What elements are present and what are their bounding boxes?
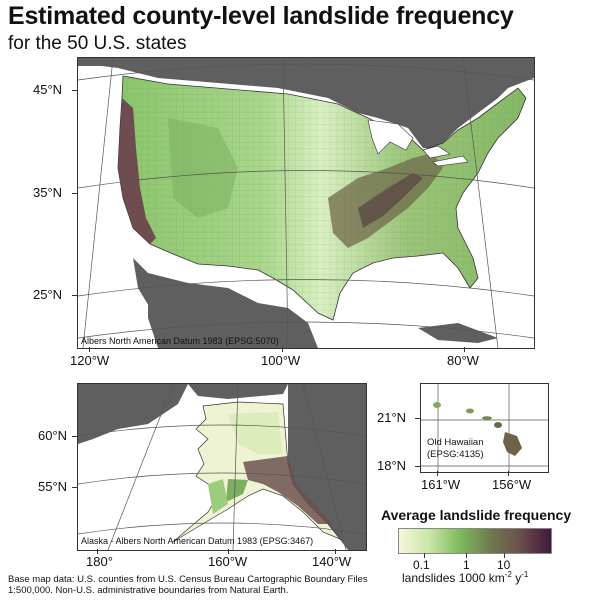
alaska-map-panel: Alaska - Albers North American Datum 198… bbox=[77, 383, 367, 551]
conus-lat-tick bbox=[72, 295, 77, 296]
canada-land bbox=[78, 58, 534, 148]
conus-projection-label: Albers North American Datum 1983 (EPSG:5… bbox=[81, 336, 279, 346]
hawaii-lat-tick bbox=[415, 418, 420, 419]
alaska-lon-tick bbox=[228, 549, 229, 554]
hawaii-lat-21: 21°N bbox=[377, 410, 407, 425]
conus-lat-25: 25°N bbox=[33, 287, 63, 302]
conus-lon-tick bbox=[89, 347, 90, 352]
alaska-map bbox=[78, 384, 366, 550]
oahu-island bbox=[466, 408, 474, 414]
alaska-lon-tick bbox=[335, 549, 336, 554]
great-lakes bbox=[367, 119, 469, 167]
pacific-coast-high bbox=[118, 98, 156, 244]
hawaii-map bbox=[421, 384, 548, 472]
graticule bbox=[421, 384, 548, 472]
legend-tick-10: 10 bbox=[497, 558, 511, 572]
maui-island bbox=[494, 422, 502, 428]
alaska-south-mid bbox=[226, 479, 248, 502]
hawaii-lat-18: 18°N bbox=[377, 458, 407, 473]
hawaii-lon-tick bbox=[508, 471, 509, 476]
cuba-land bbox=[418, 323, 498, 343]
kauai-island bbox=[433, 402, 441, 408]
conus-lat-45: 45°N bbox=[33, 82, 63, 97]
legend-tick-1: 1 bbox=[463, 558, 470, 572]
legend-tick-mark bbox=[504, 553, 505, 558]
molokai-island bbox=[482, 416, 492, 420]
hawaii-lon-tick bbox=[437, 471, 438, 476]
hawaii-map-panel: Old Hawaiian (EPSG:4135) bbox=[420, 383, 549, 473]
legend-tick-0.1: 0.1 bbox=[413, 558, 430, 572]
conus-map bbox=[78, 58, 534, 348]
hawaii-projection-label-1: Old Hawaiian bbox=[427, 437, 484, 448]
baja-land bbox=[133, 258, 178, 338]
conus-lat-tick bbox=[72, 193, 77, 194]
base-map-credit: Base map data: U.S. counties from U.S. C… bbox=[8, 574, 368, 596]
legend-tick-mark bbox=[466, 553, 467, 558]
russia-land bbox=[78, 384, 188, 444]
north-land-top bbox=[78, 58, 534, 66]
hawaii-projection-label-2: (EPSG:4135) bbox=[427, 449, 484, 460]
alaska-lat-tick bbox=[72, 436, 77, 437]
legend-tick-mark bbox=[424, 553, 425, 558]
legend-color-bar bbox=[398, 528, 552, 554]
alaska-projection-label: Alaska - Albers North American Datum 198… bbox=[81, 536, 314, 546]
conus-lon-tick bbox=[282, 347, 283, 352]
hawaii-lat-tick bbox=[415, 466, 420, 467]
canada-land bbox=[288, 384, 366, 550]
alaska-range-high bbox=[243, 456, 333, 524]
appalachia-core bbox=[358, 173, 423, 228]
map-subtitle: for the 50 U.S. states bbox=[8, 33, 187, 54]
alaska-lon-180: 180° bbox=[86, 554, 113, 569]
conus-lat-35: 35°N bbox=[33, 185, 63, 200]
conus-lon-100: 100°W bbox=[261, 353, 301, 368]
conus-lon-120: 120°W bbox=[70, 353, 110, 368]
conus-lon-80: 80°W bbox=[447, 353, 479, 368]
hawaii-lon-161: 161°W bbox=[421, 477, 461, 492]
alaska-lat-tick bbox=[72, 487, 77, 488]
alaska-southwest bbox=[208, 479, 228, 514]
conus-lat-tick bbox=[72, 90, 77, 91]
map-title: Estimated county-level landslide frequen… bbox=[8, 2, 514, 30]
hawaii-lon-156: 156°W bbox=[492, 477, 532, 492]
conus-map-panel: Albers North American Datum 1983 (EPSG:5… bbox=[77, 57, 535, 349]
rockies-mid bbox=[168, 118, 238, 218]
alaska-lat-60: 60°N bbox=[38, 428, 68, 443]
big-island bbox=[503, 432, 522, 456]
alaska-lat-55: 55°N bbox=[38, 479, 68, 494]
legend-title: Average landslide frequency bbox=[381, 507, 572, 523]
mexico-land bbox=[148, 273, 318, 348]
graticule bbox=[78, 384, 366, 550]
alaska-interior bbox=[228, 412, 283, 454]
conus-lon-tick bbox=[464, 347, 465, 352]
alaska-lon-tick bbox=[97, 549, 98, 554]
graticule bbox=[78, 58, 534, 348]
alaska-lon-140: 140°W bbox=[312, 554, 352, 569]
alaska-lon-160: 160°W bbox=[208, 554, 248, 569]
legend-units: landslides 1000 km-2 y-1 bbox=[402, 570, 529, 585]
